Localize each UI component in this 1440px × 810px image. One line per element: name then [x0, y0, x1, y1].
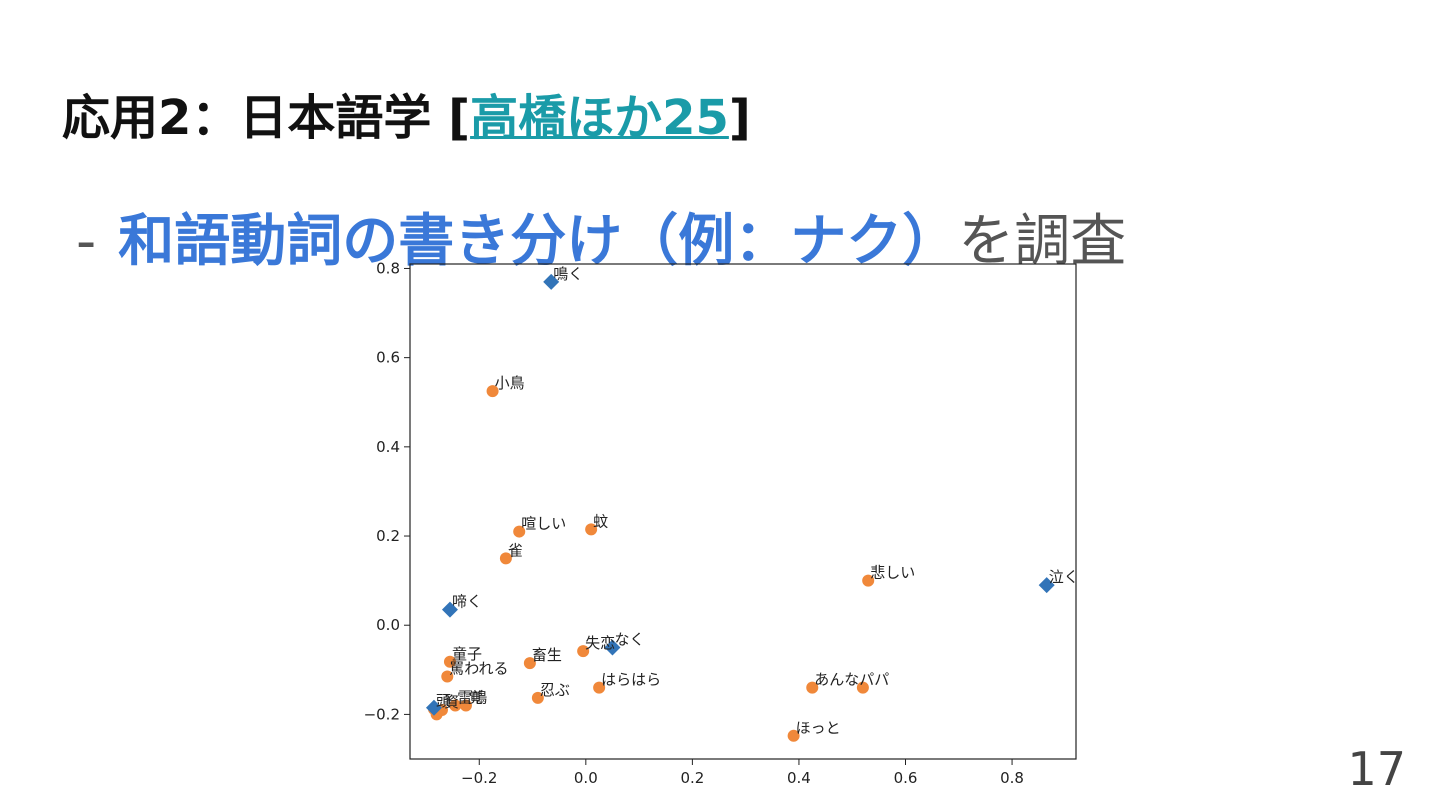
- data-point-circle: [449, 699, 462, 712]
- point-label: 悲しい: [870, 564, 915, 582]
- data-point-diamond: [1038, 577, 1055, 594]
- point-label: 童子: [452, 645, 482, 663]
- y-tick-label: 0.6: [376, 349, 400, 367]
- scatter-chart: −0.2 0.0 0.2 0.4 0.6 0.8 −0.2 0.0 0.2 0.4 0.6 0.8 鳴く…: [364, 259, 1079, 787]
- x-tick-label: 0.6: [894, 769, 918, 787]
- point-label: 失恋: [585, 634, 615, 652]
- point-label: 覚: [468, 688, 483, 706]
- data-point-circle: [787, 729, 800, 742]
- y-tick-label: 0.4: [376, 438, 400, 456]
- bullet-highlight: 和語動詞の書き分け（例：ナク）: [118, 209, 959, 274]
- point-label: 雷鳴: [457, 688, 487, 706]
- point-label: 喧しい: [521, 515, 566, 533]
- point-label: 泣く: [1049, 568, 1079, 586]
- data-point-circle: [441, 670, 454, 683]
- bullet-point: - 和語動詞の書き分け（例：ナク）を調査: [76, 196, 1126, 277]
- data-point-circle: [486, 385, 499, 398]
- data-point-diamond: [425, 699, 442, 716]
- point-label: はらはら: [601, 671, 661, 689]
- page-number: 17: [1347, 742, 1406, 796]
- data-point-circle: [443, 655, 456, 668]
- title-prefix: 応用2：日本語学 [: [62, 90, 471, 146]
- x-tick-label: −0.2: [461, 769, 497, 787]
- point-label: 忍ぶ: [540, 681, 570, 699]
- bullet-dash: -: [76, 209, 97, 274]
- data-point-diamond: [543, 273, 560, 290]
- y-tick-label: 0.8: [376, 259, 400, 277]
- slide-title: 応用2：日本語学 [高橋ほか25]: [62, 78, 751, 148]
- x-tick-label: 0.0: [574, 769, 598, 787]
- data-point-circle: [856, 681, 869, 694]
- data-point-circle: [806, 681, 819, 694]
- data-point-circle: [585, 523, 598, 536]
- data-point-circle: [523, 657, 536, 670]
- bullet-rest: を調査: [958, 209, 1127, 274]
- x-tick-label: 0.2: [680, 769, 704, 787]
- data-point-diamond: [604, 639, 621, 656]
- point-label: あんなパパ: [814, 671, 889, 689]
- data-point-circle: [459, 699, 472, 712]
- data-point-circle: [531, 691, 544, 704]
- citation-link[interactable]: 高橋ほか25: [470, 90, 729, 146]
- point-label: 頭: [436, 692, 451, 710]
- x-tick-label: 0.4: [787, 769, 811, 787]
- y-tick-label: 0.2: [376, 527, 400, 545]
- point-label: 雀: [508, 541, 523, 559]
- point-label: 啼く: [452, 593, 482, 611]
- point-label: 蚊: [593, 512, 608, 530]
- point-label: 小鳥: [495, 374, 525, 392]
- data-point-circle: [513, 525, 526, 538]
- point-label: 罵われる: [449, 660, 508, 678]
- title-suffix: ]: [728, 90, 751, 146]
- data-point-diamond: [441, 601, 458, 618]
- point-label: 鳴く: [553, 265, 583, 283]
- point-label: 資: [444, 693, 459, 711]
- x-tick-label: 0.8: [1000, 769, 1024, 787]
- point-label: 畜生: [532, 646, 562, 664]
- data-point-circle: [577, 645, 590, 658]
- data-point-circle: [499, 552, 512, 565]
- data-point-circle: [593, 681, 606, 694]
- y-tick-label: −0.2: [364, 705, 400, 723]
- plot-frame: [409, 263, 1077, 760]
- point-label: ほっと: [796, 719, 841, 737]
- data-point-circle: [862, 574, 875, 587]
- y-tick-label: 0.0: [376, 616, 400, 634]
- point-label: なく: [614, 631, 644, 649]
